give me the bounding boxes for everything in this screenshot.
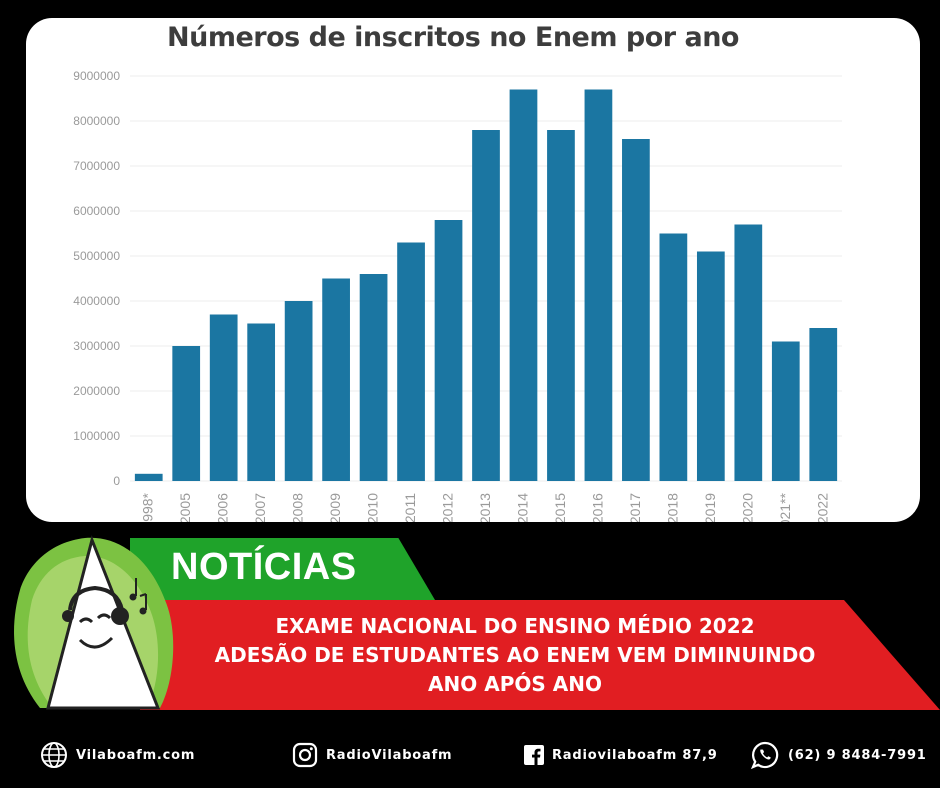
x-tick-label: 2018 xyxy=(664,493,680,522)
x-tick-label: 2017 xyxy=(627,493,643,522)
facebook-label: Radiovilaboafm 87,9 xyxy=(552,747,718,763)
x-tick-label: 2006 xyxy=(215,493,231,522)
news-tag-background xyxy=(130,538,435,600)
bar-2014 xyxy=(509,89,538,481)
y-tick-label: 7000000 xyxy=(73,159,120,173)
bar-2013 xyxy=(472,130,500,481)
news-tag-label: NOTÍCIAS xyxy=(171,546,357,588)
bar-2015 xyxy=(547,130,575,481)
bar-2009 xyxy=(322,278,350,481)
bar-2016 xyxy=(584,89,613,481)
globe-icon xyxy=(41,742,67,768)
headline-line-2: ADESÃO DE ESTUDANTES AO ENEM VEM DIMINUI… xyxy=(214,643,816,667)
x-tick-label: 2009 xyxy=(327,493,343,522)
y-tick-label: 5000000 xyxy=(73,249,120,263)
bar-2012 xyxy=(434,220,463,481)
y-tick-label: 8000000 xyxy=(73,114,120,128)
chart-title: Números de inscritos no Enem por ano xyxy=(167,22,739,53)
x-tick-label: 2007 xyxy=(252,493,268,522)
footer-instagram[interactable]: RadioVilaboafm xyxy=(292,738,452,772)
news-banner: NOTÍCIAS EXAME NACIONAL DO ENSINO MÉDIO … xyxy=(0,530,940,720)
y-tick-label: 4000000 xyxy=(73,294,120,308)
bar-2007 xyxy=(247,323,276,481)
x-tick-label: 2020 xyxy=(739,493,755,522)
x-tick-label: 2015 xyxy=(552,493,568,522)
footer-website[interactable]: Vilaboafm.com xyxy=(40,738,195,772)
headline: EXAME NACIONAL DO ENSINO MÉDIO 2022 ADES… xyxy=(170,612,860,699)
y-tick-label: 9000000 xyxy=(73,69,120,83)
whatsapp-label: (62) 9 8484-7991 xyxy=(788,747,927,763)
bar-2008 xyxy=(284,301,313,481)
x-tick-label: 2005 xyxy=(177,493,193,522)
y-tick-label: 2000000 xyxy=(73,384,120,398)
footer: Vilaboafm.com RadioVilaboafm Radiovilabo… xyxy=(0,730,940,780)
website-label: Vilaboafm.com xyxy=(76,747,196,763)
whatsapp-icon xyxy=(750,741,779,770)
bar-2020 xyxy=(734,224,763,481)
x-tick-label: 2013 xyxy=(477,493,493,522)
bar-2018 xyxy=(659,233,688,481)
footer-whatsapp[interactable]: (62) 9 8484-7991 xyxy=(750,738,927,772)
x-tick-label: 2010 xyxy=(365,493,381,522)
headline-line-3: ANO APÓS ANO xyxy=(428,672,602,696)
bar-chart: 0 1000000 2000000 3000000 4000000 5000000 6000… xyxy=(73,69,842,522)
footer-facebook[interactable]: Radiovilaboafm 87,9 xyxy=(524,738,718,772)
x-tick-label: 2014 xyxy=(514,493,530,522)
instagram-icon xyxy=(292,742,318,768)
x-tick-label: 2011 xyxy=(402,493,418,522)
bar-2010 xyxy=(359,274,388,481)
bar-2022 xyxy=(809,328,838,481)
radio-mascot-logo xyxy=(14,535,174,710)
bar-2011 xyxy=(397,242,425,481)
x-tick-label: 2016 xyxy=(589,493,605,522)
instagram-label: RadioVilaboafm xyxy=(326,747,453,763)
facebook-icon xyxy=(524,745,544,765)
y-tick-label: 3000000 xyxy=(73,339,120,353)
x-tick-label: 2021** xyxy=(777,492,793,522)
x-tick-label: 2019 xyxy=(702,493,718,522)
headline-band xyxy=(140,600,940,710)
x-tick-label: 2012 xyxy=(440,493,456,522)
bar-2017 xyxy=(622,139,650,481)
bar-2005 xyxy=(172,346,201,481)
y-tick-label: 6000000 xyxy=(73,204,120,218)
y-tick-label: 0 xyxy=(113,474,120,488)
x-tick-label: 2022 xyxy=(814,493,830,522)
bar-2019 xyxy=(696,251,725,481)
bar-1998 xyxy=(134,473,163,481)
bar-2006 xyxy=(209,314,238,481)
bar-2021 xyxy=(771,341,800,481)
chart-card: Números de inscritos no Enem por ano 0 10… xyxy=(26,18,920,522)
y-tick-label: 1000000 xyxy=(73,429,120,443)
x-tick-label: 2008 xyxy=(290,493,306,522)
x-tick-label: 1998* xyxy=(140,492,156,522)
headline-line-1: EXAME NACIONAL DO ENSINO MÉDIO 2022 xyxy=(275,614,755,638)
